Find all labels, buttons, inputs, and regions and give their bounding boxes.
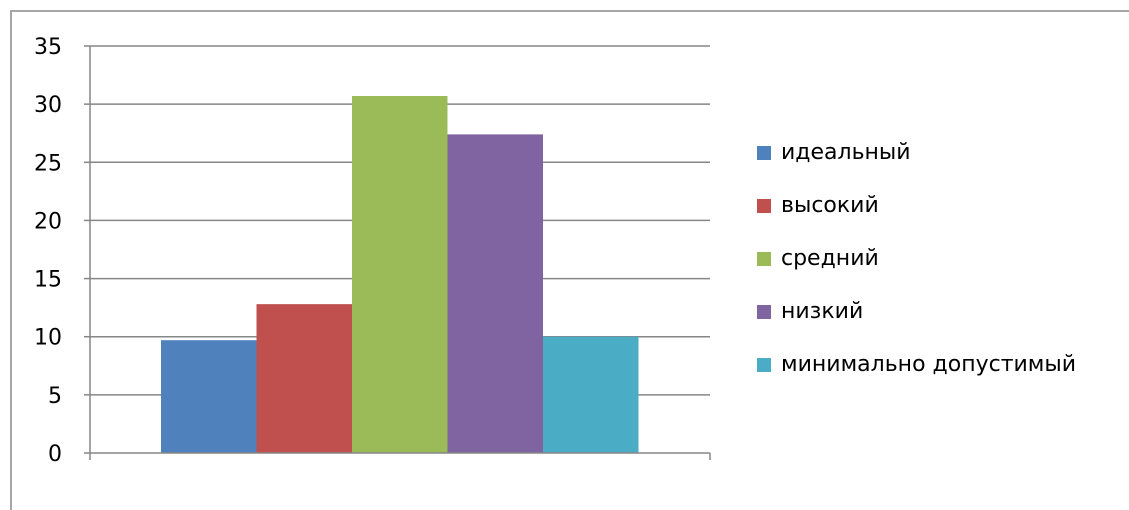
legend: идеальный высокий средний низкий минимально …	[757, 126, 1076, 391]
y-tick-label: 25	[34, 151, 62, 176]
legend-item: средний	[757, 232, 1076, 285]
y-tick-label: 15	[34, 268, 62, 293]
y-tick-label: 30	[34, 93, 62, 118]
bar-2	[256, 304, 352, 453]
legend-swatch	[757, 357, 771, 372]
bar-1	[161, 340, 257, 453]
chart-frame	[10, 10, 1129, 510]
legend-item: идеальный	[757, 126, 1076, 179]
legend-label: минимально допустимый	[781, 352, 1077, 377]
bar-chart: 0 5 10 15 20 25 30 35	[34, 35, 711, 467]
legend-swatch	[757, 198, 771, 213]
legend-swatch	[757, 145, 771, 160]
legend-label: идеальный	[781, 140, 911, 165]
y-tick-label: 0	[48, 442, 62, 467]
legend-swatch	[757, 304, 771, 319]
legend-item: минимально допустимый	[757, 338, 1076, 391]
legend-item: низкий	[757, 285, 1076, 338]
bar-3	[352, 96, 448, 453]
legend-swatch	[757, 251, 771, 266]
legend-item: высокий	[757, 179, 1076, 232]
legend-label: низкий	[781, 299, 864, 324]
legend-label: высокий	[781, 193, 879, 218]
y-tick-label: 35	[34, 35, 62, 60]
y-tick-label: 20	[34, 209, 62, 234]
y-tick-label: 5	[48, 384, 62, 409]
bars	[161, 96, 639, 453]
legend-label: средний	[781, 246, 879, 271]
y-axis: 0 5 10 15 20 25 30 35	[34, 35, 91, 467]
bar-5	[543, 336, 639, 453]
y-tick-label: 10	[34, 326, 62, 351]
x-axis	[89, 452, 711, 460]
bar-4	[447, 134, 543, 453]
